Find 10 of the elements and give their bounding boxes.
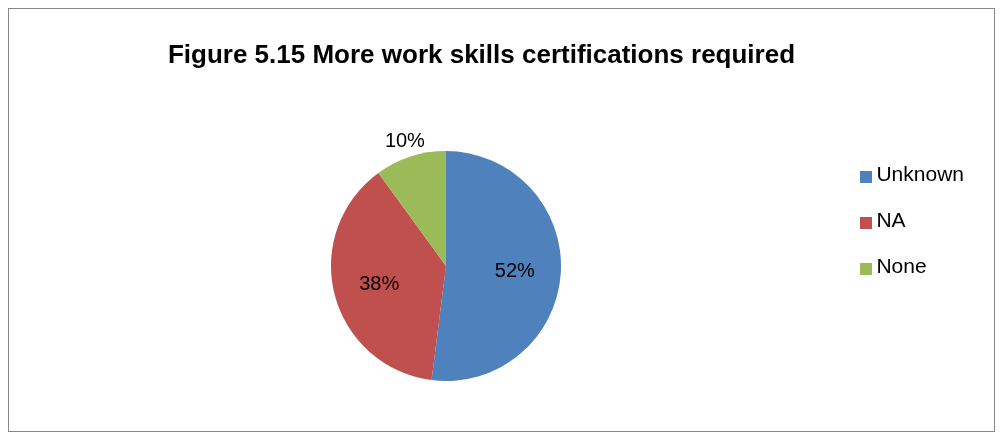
legend-label: Unknown [876,162,964,185]
data-label: 52% [494,259,536,282]
pie-slice [431,151,561,381]
legend-label: NA [876,208,906,231]
pie-slice [378,151,446,266]
chart-title: Figure 5.15 More work skills certifications required [166,39,797,70]
pie-slice [331,172,446,381]
data-label: 10% [384,128,426,151]
data-label: 38% [359,272,400,295]
legend-label: None [876,254,927,277]
